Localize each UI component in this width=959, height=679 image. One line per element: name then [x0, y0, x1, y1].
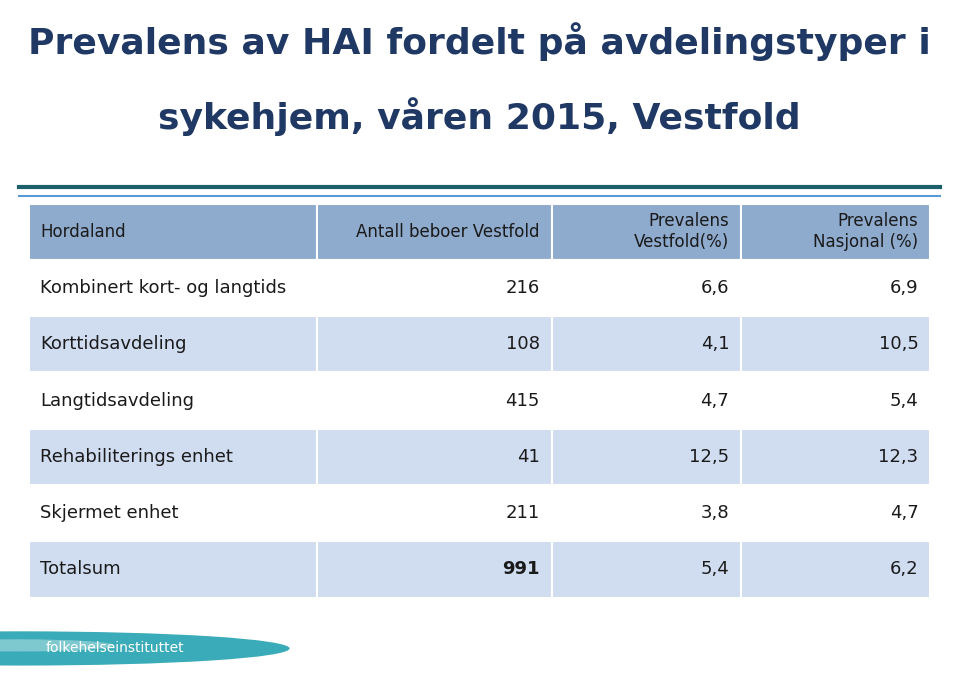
Bar	[741, 541, 930, 598]
Text: Korttidsavdeling: Korttidsavdeling	[40, 335, 187, 353]
Bar	[29, 316, 317, 373]
Bar	[741, 260, 930, 316]
Text: folkehelseinstituttet: folkehelseinstituttet	[46, 642, 185, 655]
Bar	[551, 204, 741, 260]
Text: 5,4: 5,4	[700, 560, 729, 579]
Text: Prevalens av HAI fordelt på avdelingstyper i: Prevalens av HAI fordelt på avdelingstyp…	[28, 22, 931, 61]
Text: 12,5: 12,5	[690, 448, 729, 466]
Text: 3,8: 3,8	[701, 504, 729, 522]
Circle shape	[0, 631, 290, 665]
Text: 10,5: 10,5	[878, 335, 919, 353]
Text: 4,7: 4,7	[700, 392, 729, 409]
Text: 41: 41	[517, 448, 540, 466]
Circle shape	[0, 640, 114, 652]
Bar	[741, 373, 930, 428]
Text: Skjermet enhet: Skjermet enhet	[40, 504, 179, 522]
Text: 4,7: 4,7	[890, 504, 919, 522]
Bar	[551, 316, 741, 373]
Bar	[29, 260, 317, 316]
Text: Totalsum: Totalsum	[40, 560, 121, 579]
Bar	[551, 485, 741, 541]
Text: 216: 216	[505, 279, 540, 297]
Text: Antall beboer Vestfold: Antall beboer Vestfold	[357, 223, 540, 241]
Bar	[551, 541, 741, 598]
Bar	[317, 541, 551, 598]
Text: 6,9: 6,9	[890, 279, 919, 297]
Bar	[317, 485, 551, 541]
Text: 415: 415	[505, 392, 540, 409]
Bar	[317, 373, 551, 428]
Bar	[317, 260, 551, 316]
Bar	[29, 204, 317, 260]
Text: Rehabiliterings enhet: Rehabiliterings enhet	[40, 448, 233, 466]
Bar	[29, 373, 317, 428]
Text: Prevalens
Vestfold(%): Prevalens Vestfold(%)	[634, 213, 729, 251]
Text: Prevalens
Nasjonal (%): Prevalens Nasjonal (%)	[813, 213, 919, 251]
Text: 4,1: 4,1	[701, 335, 729, 353]
Bar	[741, 316, 930, 373]
Text: 6,2: 6,2	[890, 560, 919, 579]
Bar	[551, 428, 741, 485]
Text: 108: 108	[506, 335, 540, 353]
Text: 211: 211	[505, 504, 540, 522]
Text: 5,4: 5,4	[890, 392, 919, 409]
Bar	[741, 204, 930, 260]
Bar	[551, 373, 741, 428]
Text: Hordaland: Hordaland	[40, 223, 127, 241]
Text: 991: 991	[503, 560, 540, 579]
Bar	[29, 485, 317, 541]
Text: sykehjem, våren 2015, Vestfold: sykehjem, våren 2015, Vestfold	[158, 97, 801, 136]
Bar	[741, 428, 930, 485]
Text: Langtidsavdeling: Langtidsavdeling	[40, 392, 195, 409]
Bar	[317, 428, 551, 485]
Text: 6,6: 6,6	[701, 279, 729, 297]
Bar	[317, 204, 551, 260]
Bar	[29, 541, 317, 598]
Bar	[551, 260, 741, 316]
Text: 12,3: 12,3	[878, 448, 919, 466]
Text: Kombinert kort- og langtids: Kombinert kort- og langtids	[40, 279, 287, 297]
Bar	[29, 428, 317, 485]
Bar	[741, 485, 930, 541]
Bar	[317, 316, 551, 373]
